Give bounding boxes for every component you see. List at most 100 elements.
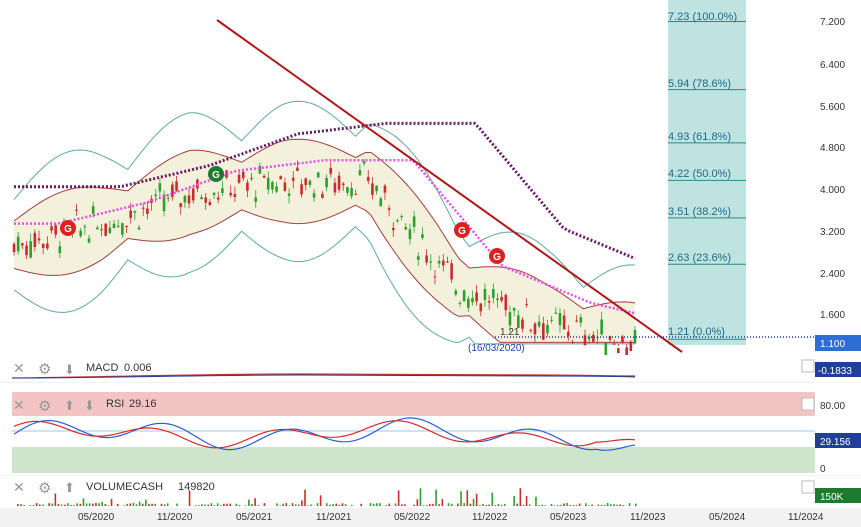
fib-label-500: 4.22 (50.0%) — [668, 168, 731, 180]
volume-bar — [469, 503, 472, 506]
volume-bar — [101, 501, 103, 506]
fib-label-618: 4.93 (61.8%) — [668, 131, 731, 143]
volume-bar — [588, 505, 590, 506]
candle-body — [404, 226, 408, 230]
candle-body — [437, 260, 441, 264]
volume-value: 149820 — [178, 481, 215, 493]
volume-value-box — [815, 488, 861, 503]
volume-bar — [216, 503, 219, 506]
volume-bar — [297, 504, 300, 506]
volume-bar — [154, 503, 157, 506]
close-icon[interactable]: ✕ — [13, 479, 25, 495]
price-tick: 4.800 — [820, 143, 845, 154]
candle-body — [625, 347, 628, 357]
volume-bar — [251, 503, 253, 506]
volume-bar — [263, 503, 266, 506]
candle-body — [487, 301, 491, 303]
volume-bar — [329, 504, 331, 506]
arrow-down-icon[interactable]: ⬇ — [84, 398, 95, 413]
volume-bar — [204, 504, 206, 506]
rsi-checkbox[interactable] — [801, 397, 815, 411]
fib-label-000: 1.21 (0.0%) — [668, 326, 725, 338]
marker-4-label: G — [493, 252, 501, 263]
marker-3[interactable]: G — [454, 222, 470, 238]
macd-checkbox[interactable] — [801, 359, 815, 373]
volume-bar — [188, 490, 191, 506]
settings-icon[interactable]: ⚙ — [38, 480, 51, 497]
candle-body — [87, 238, 91, 243]
price-candles — [12, 159, 637, 357]
volume-bar — [57, 503, 60, 506]
candle-body — [83, 226, 87, 228]
candle-body — [112, 223, 116, 229]
candle-body — [504, 294, 508, 311]
candle-body — [241, 171, 245, 179]
time-tick: 11/2021 — [316, 512, 352, 523]
volume-bar — [110, 498, 113, 506]
macd-pane — [0, 355, 861, 382]
volume-bar — [48, 503, 50, 506]
arrow-up-icon[interactable]: ⬆ — [64, 398, 75, 413]
candle-body — [350, 188, 353, 197]
arrow-down-icon[interactable]: ⬇ — [64, 362, 75, 377]
candle-body — [108, 227, 112, 234]
close-icon[interactable]: ✕ — [13, 360, 25, 376]
candle-body — [366, 176, 370, 181]
volume-bar — [488, 504, 490, 506]
volume-bar — [503, 503, 506, 506]
candle-body — [333, 182, 337, 193]
close-icon[interactable]: ✕ — [13, 397, 25, 413]
volume-bar — [279, 505, 281, 506]
candle-body — [592, 334, 595, 342]
volume-bar — [585, 503, 587, 506]
volume-bar — [38, 504, 41, 506]
candle-body — [391, 227, 395, 231]
candle-body — [466, 298, 470, 308]
volume-bar — [145, 499, 147, 506]
volume-bar — [194, 505, 197, 506]
time-tick: 05/2021 — [236, 512, 273, 523]
settings-icon[interactable]: ⚙ — [38, 398, 51, 415]
volume-bar — [129, 503, 132, 506]
marker-2[interactable]: G — [208, 166, 224, 182]
volume-bar — [513, 495, 515, 506]
fibonacci-zone — [668, 0, 746, 345]
volume-bar — [301, 500, 303, 506]
volume-bar — [92, 503, 94, 506]
candle-body — [183, 195, 187, 203]
marker-1[interactable]: G — [60, 220, 76, 236]
volume-bar — [628, 503, 631, 506]
candle-body — [91, 206, 95, 214]
candle-body — [29, 241, 32, 258]
candle-body — [121, 223, 124, 235]
candle-body — [187, 195, 191, 204]
candle-body — [471, 297, 474, 303]
price-tick: 1.600 — [820, 310, 845, 321]
volume-name: VOLUMECASH — [86, 481, 163, 493]
volume-bar — [478, 505, 481, 506]
volume-bar — [257, 505, 260, 506]
volume-checkbox[interactable] — [801, 480, 815, 494]
volume-bar — [522, 504, 525, 506]
trend-line[interactable] — [216, 19, 683, 353]
volume-bar — [563, 503, 565, 506]
marker-1-label: G — [64, 224, 72, 235]
rsi-axis-80: 80.00 — [820, 401, 845, 412]
current-price-label: 1.100 — [820, 339, 845, 350]
bollinger-band-upper — [13, 138, 636, 310]
candle-body — [587, 336, 591, 340]
candle-body — [579, 317, 583, 323]
arrow-up-icon[interactable]: ⬆ — [64, 480, 75, 495]
time-tick: 05/2024 — [709, 512, 746, 523]
settings-icon[interactable]: ⚙ — [38, 361, 51, 378]
marker-4[interactable]: G — [489, 248, 505, 264]
volume-bar — [472, 498, 475, 506]
macd-value-box — [815, 362, 861, 377]
volume-bar — [466, 490, 469, 506]
candle-body — [621, 336, 624, 343]
volume-bar — [23, 504, 25, 506]
volume-bar — [244, 505, 247, 506]
candle-body — [396, 220, 399, 222]
volume-bar — [104, 504, 107, 506]
candle-body — [296, 167, 299, 171]
